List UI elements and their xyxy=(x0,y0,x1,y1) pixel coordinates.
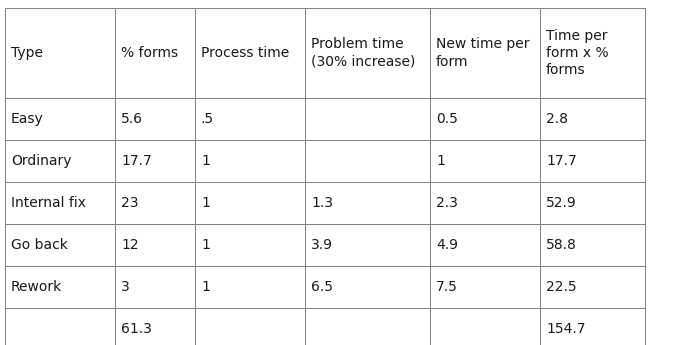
Bar xyxy=(5,266,115,308)
Text: 1: 1 xyxy=(436,154,445,168)
Text: 2.3: 2.3 xyxy=(436,196,458,210)
Bar xyxy=(540,224,645,266)
Bar xyxy=(305,308,430,345)
Text: 154.7: 154.7 xyxy=(546,322,586,336)
Text: 52.9: 52.9 xyxy=(546,196,577,210)
Bar xyxy=(195,224,305,266)
Bar xyxy=(305,8,430,98)
Text: 61.3: 61.3 xyxy=(121,322,152,336)
Bar xyxy=(430,140,540,182)
Bar xyxy=(305,140,430,182)
Text: 1: 1 xyxy=(201,154,210,168)
Bar xyxy=(305,98,430,140)
Text: 12: 12 xyxy=(121,238,139,252)
Bar xyxy=(5,308,115,345)
Bar xyxy=(540,140,645,182)
Text: 0.5: 0.5 xyxy=(436,112,458,126)
Bar xyxy=(430,98,540,140)
Bar xyxy=(115,140,195,182)
Text: .5: .5 xyxy=(201,112,214,126)
Bar xyxy=(305,182,430,224)
Bar xyxy=(305,224,430,266)
Bar xyxy=(195,98,305,140)
Bar xyxy=(430,308,540,345)
Bar xyxy=(115,8,195,98)
Bar xyxy=(195,140,305,182)
Text: Ordinary: Ordinary xyxy=(11,154,72,168)
Text: 2.8: 2.8 xyxy=(546,112,568,126)
Bar xyxy=(195,8,305,98)
Bar xyxy=(540,266,645,308)
Text: 1: 1 xyxy=(201,238,210,252)
Bar xyxy=(115,182,195,224)
Bar xyxy=(430,266,540,308)
Text: 1: 1 xyxy=(201,196,210,210)
Bar xyxy=(5,98,115,140)
Bar xyxy=(430,224,540,266)
Bar xyxy=(540,308,645,345)
Bar xyxy=(430,8,540,98)
Text: 6.5: 6.5 xyxy=(311,280,333,294)
Bar xyxy=(115,308,195,345)
Text: 1.3: 1.3 xyxy=(311,196,333,210)
Text: Process time: Process time xyxy=(201,46,289,60)
Bar xyxy=(195,182,305,224)
Text: Rework: Rework xyxy=(11,280,62,294)
Text: 23: 23 xyxy=(121,196,139,210)
Text: 1: 1 xyxy=(201,280,210,294)
Bar xyxy=(115,266,195,308)
Bar xyxy=(115,224,195,266)
Text: 22.5: 22.5 xyxy=(546,280,577,294)
Text: 58.8: 58.8 xyxy=(546,238,577,252)
Text: 3: 3 xyxy=(121,280,130,294)
Text: 5.6: 5.6 xyxy=(121,112,143,126)
Text: Type: Type xyxy=(11,46,43,60)
Text: 4.9: 4.9 xyxy=(436,238,458,252)
Bar xyxy=(195,266,305,308)
Bar xyxy=(305,266,430,308)
Text: 3.9: 3.9 xyxy=(311,238,333,252)
Text: Problem time
(30% increase): Problem time (30% increase) xyxy=(311,37,415,69)
Bar xyxy=(540,98,645,140)
Bar xyxy=(195,308,305,345)
Bar xyxy=(5,182,115,224)
Bar xyxy=(540,182,645,224)
Bar xyxy=(540,8,645,98)
Bar xyxy=(430,182,540,224)
Bar xyxy=(5,140,115,182)
Text: 7.5: 7.5 xyxy=(436,280,458,294)
Text: % forms: % forms xyxy=(121,46,178,60)
Text: Go back: Go back xyxy=(11,238,68,252)
Bar xyxy=(115,98,195,140)
Text: 17.7: 17.7 xyxy=(546,154,577,168)
Text: Time per
form x %
forms: Time per form x % forms xyxy=(546,29,609,77)
Text: Easy: Easy xyxy=(11,112,43,126)
Bar xyxy=(5,8,115,98)
Bar xyxy=(5,224,115,266)
Text: New time per
form: New time per form xyxy=(436,37,529,69)
Text: 17.7: 17.7 xyxy=(121,154,152,168)
Text: Internal fix: Internal fix xyxy=(11,196,86,210)
